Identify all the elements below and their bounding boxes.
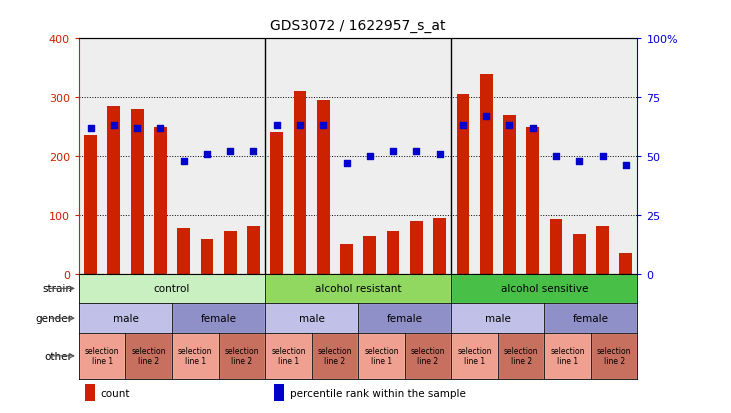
Text: selection
line 2: selection line 2 [411, 347, 445, 365]
Point [248, 149, 260, 155]
Bar [317, 101, 330, 274]
Bar [85, 384, 94, 401]
Text: alcohol sensitive: alcohol sensitive [501, 284, 588, 294]
Point [294, 123, 306, 129]
Point [480, 113, 492, 120]
Bar [410, 221, 423, 274]
Text: percentile rank within the sample: percentile rank within the sample [290, 388, 466, 398]
Text: male: male [113, 313, 138, 323]
Bar [247, 227, 260, 274]
Point [527, 125, 539, 132]
Bar [451, 333, 498, 379]
Bar [387, 231, 400, 274]
Bar [503, 116, 516, 274]
Text: selection
line 2: selection line 2 [504, 347, 538, 365]
Bar [294, 92, 306, 274]
Point [85, 125, 96, 132]
Point [596, 153, 608, 160]
Bar [172, 304, 265, 333]
Bar [591, 333, 637, 379]
Point [504, 123, 515, 129]
Bar [79, 274, 265, 304]
Bar [274, 384, 284, 401]
Point [224, 149, 236, 155]
Text: female: female [573, 313, 609, 323]
Text: female: female [200, 313, 237, 323]
Bar [219, 333, 265, 379]
Bar [154, 127, 167, 274]
Bar [451, 274, 637, 304]
Point [154, 125, 166, 132]
Bar [311, 333, 358, 379]
Text: control: control [154, 284, 190, 294]
Bar [265, 274, 451, 304]
Text: selection
line 2: selection line 2 [132, 347, 166, 365]
Point [573, 158, 585, 164]
Bar [619, 253, 632, 274]
Bar [200, 240, 213, 274]
Bar [550, 219, 562, 274]
Bar [405, 333, 451, 379]
Point [178, 158, 189, 164]
Bar [126, 333, 172, 379]
Text: selection
line 2: selection line 2 [224, 347, 259, 365]
Point [550, 153, 562, 160]
Bar [79, 304, 172, 333]
Bar [107, 107, 121, 274]
Point [317, 123, 329, 129]
Point [341, 160, 352, 167]
Point [457, 123, 469, 129]
Bar [596, 227, 609, 274]
Bar [456, 95, 469, 274]
Text: count: count [100, 388, 129, 398]
Point [387, 149, 399, 155]
Point [411, 149, 423, 155]
Text: selection
line 1: selection line 1 [458, 347, 492, 365]
Text: selection
line 2: selection line 2 [318, 347, 352, 365]
Point [433, 151, 445, 157]
Bar [526, 127, 539, 274]
Bar [573, 235, 586, 274]
Point [108, 123, 120, 129]
Bar [265, 304, 358, 333]
Text: GDS3072 / 1622957_s_at: GDS3072 / 1622957_s_at [270, 19, 446, 33]
Bar [340, 244, 353, 274]
Bar [363, 237, 376, 274]
Point [201, 151, 213, 157]
Bar [480, 74, 493, 274]
Text: selection
line 2: selection line 2 [597, 347, 632, 365]
Text: alcohol resistant: alcohol resistant [315, 284, 401, 294]
Point [271, 123, 283, 129]
Text: selection
line 1: selection line 1 [550, 347, 585, 365]
Bar [433, 218, 446, 274]
Text: female: female [387, 313, 423, 323]
Bar [358, 304, 451, 333]
Bar [498, 333, 545, 379]
Text: gender: gender [35, 313, 72, 323]
Bar [545, 333, 591, 379]
Point [132, 125, 143, 132]
Bar [545, 304, 637, 333]
Text: other: other [45, 351, 72, 361]
Text: selection
line 1: selection line 1 [271, 347, 306, 365]
Bar [79, 333, 126, 379]
Text: male: male [299, 313, 325, 323]
Bar [172, 333, 219, 379]
Text: selection
line 1: selection line 1 [178, 347, 213, 365]
Text: male: male [485, 313, 511, 323]
Text: selection
line 1: selection line 1 [85, 347, 119, 365]
Bar [265, 333, 311, 379]
Point [364, 153, 376, 160]
Bar [84, 136, 97, 274]
Point [620, 163, 632, 169]
Bar [451, 304, 545, 333]
Bar [358, 333, 405, 379]
Bar [131, 109, 143, 274]
Bar [177, 228, 190, 274]
Text: strain: strain [42, 284, 72, 294]
Bar [270, 133, 283, 274]
Bar [224, 231, 237, 274]
Text: selection
line 1: selection line 1 [364, 347, 398, 365]
